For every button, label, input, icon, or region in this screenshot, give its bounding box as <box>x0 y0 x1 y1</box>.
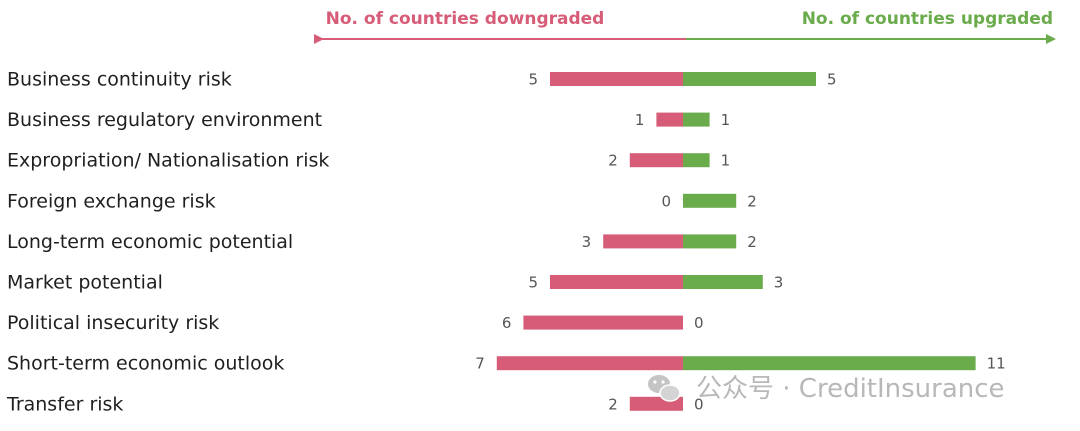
upgrade-bar <box>683 193 737 208</box>
upgrade-bar <box>683 234 737 249</box>
upgrade-value-label: 2 <box>747 192 757 210</box>
category-label: Transfer risk <box>6 393 123 415</box>
downgraded-header: No. of countries downgraded <box>326 9 605 29</box>
category-label: Long-term economic potential <box>7 231 293 253</box>
category-label: Expropriation/ Nationalisation risk <box>7 150 329 172</box>
upgrade-bar <box>683 153 710 168</box>
downgrade-value-label: 6 <box>502 314 512 332</box>
downgrade-bar <box>550 72 683 86</box>
upgrade-value-label: 5 <box>827 71 837 89</box>
downgrade-bar <box>603 234 683 249</box>
upgrade-bar <box>683 72 816 86</box>
upgrade-value-label: 0 <box>694 314 704 332</box>
downgrade-value-label: 0 <box>661 192 671 210</box>
downgrade-value-label: 1 <box>635 111 645 129</box>
downgrade-value-label: 5 <box>528 274 538 292</box>
watermark-text: 公众号 · CreditInsurance <box>696 374 1005 404</box>
upgrade-value-label: 3 <box>774 274 784 292</box>
downgrade-value-label: 7 <box>475 355 485 373</box>
downgrade-value-label: 5 <box>528 71 538 89</box>
category-label: Foreign exchange risk <box>7 190 216 212</box>
downgrade-value-label: 2 <box>608 152 618 170</box>
upgrade-bar <box>683 112 710 127</box>
upgrade-value-label: 2 <box>747 233 757 251</box>
category-label: Business regulatory environment <box>7 109 322 131</box>
downgrade-bar <box>550 275 683 289</box>
downgrade-bar <box>629 153 683 168</box>
upgrade-value-label: 1 <box>721 111 731 129</box>
upgrade-bar <box>683 275 763 289</box>
downgrade-bar <box>656 112 683 127</box>
upgrade-value-label: 11 <box>987 355 1006 373</box>
chart-rows: Business continuity risk 5 5 Business regul… <box>6 69 1006 416</box>
downgrade-bar <box>523 315 683 330</box>
upgraded-header: No. of countries upgraded <box>802 9 1053 29</box>
category-label: Business continuity risk <box>7 69 232 91</box>
upgrade-value-label: 0 <box>694 395 704 413</box>
category-label: Market potential <box>7 272 163 294</box>
upgrade-bar <box>683 356 976 371</box>
wechat-icon <box>648 375 681 402</box>
category-label: Short-term economic outlook <box>7 353 284 375</box>
downgrade-value-label: 3 <box>582 233 592 251</box>
watermark: 公众号 · CreditInsurance <box>648 374 1005 404</box>
upgrade-value-label: 1 <box>721 152 731 170</box>
category-label: Political insecurity risk <box>7 312 219 334</box>
downgrade-bar <box>496 356 683 371</box>
downgrade-value-label: 2 <box>608 395 618 413</box>
